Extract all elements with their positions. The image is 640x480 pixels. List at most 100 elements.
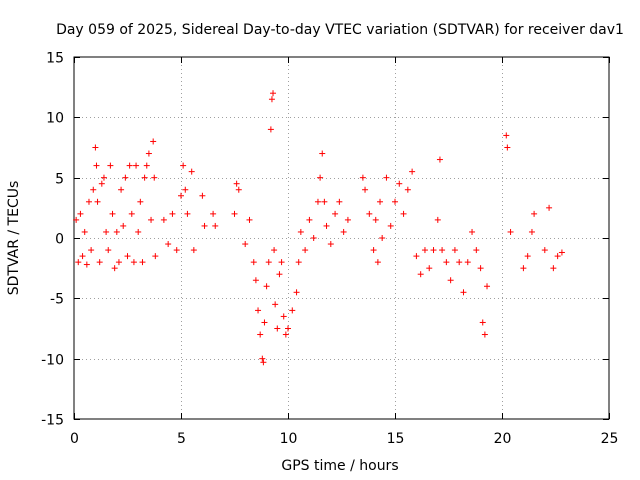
- data-point: [413, 253, 420, 260]
- data-point: [439, 247, 446, 254]
- y-tick-label: 10: [46, 111, 64, 127]
- data-point: [464, 259, 471, 266]
- x-tick-label: 10: [280, 431, 298, 447]
- data-point: [443, 259, 450, 266]
- data-point: [201, 222, 208, 229]
- data-point: [481, 331, 488, 338]
- data-point: [135, 228, 142, 235]
- data-point: [332, 210, 339, 217]
- data-point: [531, 210, 538, 217]
- data-point: [199, 192, 206, 199]
- data-point: [430, 247, 437, 254]
- y-tick-label: -10: [41, 353, 64, 369]
- data-point: [524, 253, 531, 260]
- data-point: [73, 216, 80, 223]
- data-point: [259, 355, 266, 362]
- data-point: [261, 319, 268, 326]
- data-point: [484, 283, 491, 290]
- data-point: [477, 265, 484, 272]
- data-point: [344, 216, 351, 223]
- x-axis: 0 5 10 15 20 25: [70, 57, 618, 447]
- data-point: [145, 150, 152, 157]
- data-point: [546, 204, 553, 211]
- x-tick-label: 0: [70, 431, 79, 447]
- data-point: [233, 180, 240, 187]
- data-point: [387, 222, 394, 229]
- data-point: [297, 228, 304, 235]
- chart-title: Day 059 of 2025, Sidereal Day-to-day VTE…: [56, 22, 624, 38]
- data-point: [124, 253, 131, 260]
- data-point: [250, 259, 257, 266]
- grid: [74, 57, 609, 419]
- data-point: [285, 325, 291, 332]
- data-point: [366, 210, 373, 217]
- data-point: [336, 198, 343, 205]
- data-point: [88, 247, 95, 254]
- data-point: [541, 247, 548, 254]
- data-point: [98, 180, 105, 187]
- data-point: [289, 307, 296, 314]
- data-point: [317, 174, 324, 181]
- data-point: [310, 235, 317, 241]
- data-point: [265, 259, 272, 266]
- data-point: [268, 96, 275, 103]
- data-point: [107, 162, 114, 169]
- data-point: [323, 222, 330, 229]
- data-point: [81, 228, 88, 235]
- data-point: [96, 259, 103, 266]
- data-point: [169, 210, 176, 217]
- data-point: [111, 265, 118, 272]
- data-point: [379, 235, 386, 241]
- x-tick-label: 15: [387, 431, 405, 447]
- data-point: [165, 241, 172, 248]
- data-point: [150, 138, 157, 145]
- data-point: [504, 144, 511, 151]
- data-point: [137, 198, 144, 205]
- data-point: [152, 253, 159, 260]
- data-point: [151, 174, 158, 181]
- data-point: [180, 162, 187, 169]
- y-tick-label: 15: [46, 51, 64, 67]
- data-point: [280, 313, 287, 320]
- data-point: [479, 319, 486, 326]
- data-point: [270, 90, 277, 97]
- data-point: [128, 210, 135, 217]
- data-point: [550, 265, 557, 272]
- x-axis-label: GPS time / hours: [281, 458, 398, 474]
- data-point: [85, 198, 92, 205]
- data-point: [120, 222, 127, 229]
- data-point: [252, 277, 259, 284]
- data-point: [383, 174, 390, 181]
- data-point: [558, 249, 565, 256]
- data-point: [520, 265, 527, 272]
- data-point: [188, 168, 195, 175]
- y-tick-label: 0: [55, 232, 64, 248]
- data-point: [528, 228, 535, 235]
- data-point: [210, 210, 217, 217]
- data-point: [370, 247, 377, 254]
- data-point: [469, 228, 476, 235]
- data-point: [83, 261, 90, 268]
- data-point: [103, 228, 110, 235]
- data-point: [282, 331, 289, 338]
- data-point: [255, 307, 262, 314]
- data-point: [460, 289, 467, 296]
- data-point: [130, 259, 137, 266]
- data-point: [554, 253, 561, 260]
- data-point: [190, 247, 197, 254]
- data-point: [456, 259, 463, 266]
- data-point: [426, 265, 433, 272]
- y-tick-label: 5: [55, 172, 64, 188]
- data-point: [178, 192, 184, 199]
- y-tick-label: -5: [50, 292, 64, 308]
- data-point: [278, 259, 285, 266]
- data-point: [267, 126, 274, 133]
- data-point: [160, 216, 167, 223]
- data-point: [109, 210, 116, 217]
- data-point: [242, 241, 249, 248]
- data-point: [272, 301, 279, 308]
- data-point: [94, 198, 101, 205]
- data-point: [507, 228, 514, 235]
- data-point: [321, 198, 328, 205]
